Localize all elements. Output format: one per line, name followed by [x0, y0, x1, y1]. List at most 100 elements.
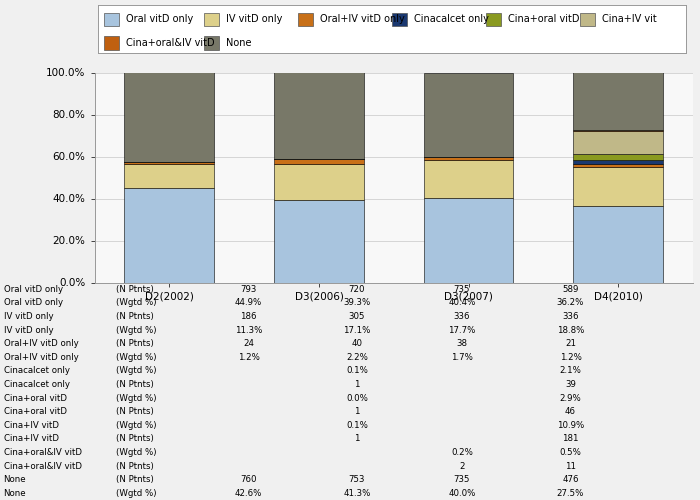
Text: 305: 305 — [349, 312, 365, 321]
Text: Oral+IV vitD only: Oral+IV vitD only — [320, 14, 405, 24]
Text: (Wgtd %): (Wgtd %) — [116, 448, 156, 457]
Text: 40.0%: 40.0% — [448, 488, 476, 498]
Text: 2.1%: 2.1% — [559, 366, 582, 376]
Text: Cina+IV vit: Cina+IV vit — [602, 14, 657, 24]
Text: 2: 2 — [459, 462, 465, 470]
Text: (Wgtd %): (Wgtd %) — [116, 298, 156, 308]
FancyBboxPatch shape — [580, 12, 595, 26]
Text: 40.4%: 40.4% — [448, 298, 476, 308]
Text: (Wgtd %): (Wgtd %) — [116, 366, 156, 376]
Bar — [424, 160, 513, 198]
Text: 17.7%: 17.7% — [448, 326, 476, 334]
Text: (N Ptnts): (N Ptnts) — [116, 462, 153, 470]
Bar — [573, 154, 663, 160]
Bar — [125, 162, 214, 164]
FancyBboxPatch shape — [298, 12, 313, 26]
Text: 186: 186 — [240, 312, 257, 321]
Text: 589: 589 — [562, 285, 579, 294]
Text: (N Ptnts): (N Ptnts) — [116, 312, 153, 321]
Text: 46: 46 — [565, 407, 576, 416]
Text: Cinacalcet only: Cinacalcet only — [4, 366, 69, 376]
Bar — [125, 164, 214, 188]
Text: Cina+oral&IV vitD: Cina+oral&IV vitD — [4, 462, 81, 470]
Text: 40: 40 — [351, 339, 363, 348]
Text: Cinacalcet only: Cinacalcet only — [414, 14, 489, 24]
Text: Oral vitD only: Oral vitD only — [4, 298, 62, 308]
Text: 24: 24 — [243, 339, 254, 348]
Bar — [424, 157, 513, 160]
Text: 17.1%: 17.1% — [343, 326, 371, 334]
Text: (N Ptnts): (N Ptnts) — [116, 380, 153, 389]
Text: (Wgtd %): (Wgtd %) — [116, 353, 156, 362]
Text: (N Ptnts): (N Ptnts) — [116, 434, 153, 444]
Text: 760: 760 — [240, 475, 257, 484]
Bar — [573, 160, 663, 164]
Bar — [125, 188, 214, 282]
Bar — [125, 72, 214, 162]
Text: Cina+oral&IV vitD: Cina+oral&IV vitD — [4, 448, 81, 457]
Text: 27.5%: 27.5% — [556, 488, 584, 498]
Text: 44.9%: 44.9% — [235, 298, 262, 308]
Text: 0.2%: 0.2% — [451, 448, 473, 457]
Text: None: None — [225, 38, 251, 48]
Text: 1.7%: 1.7% — [451, 353, 473, 362]
Text: IV vitD only: IV vitD only — [225, 14, 282, 24]
Text: 1: 1 — [354, 407, 360, 416]
Text: 2.9%: 2.9% — [559, 394, 582, 402]
Text: 1: 1 — [354, 380, 360, 389]
Text: Cina+IV vitD: Cina+IV vitD — [4, 420, 59, 430]
Text: 18.8%: 18.8% — [556, 326, 584, 334]
Text: Oral vitD only: Oral vitD only — [125, 14, 193, 24]
Text: (N Ptnts): (N Ptnts) — [116, 407, 153, 416]
Text: 0.5%: 0.5% — [559, 448, 582, 457]
Bar — [573, 130, 663, 131]
Text: Cinacalcet only: Cinacalcet only — [4, 380, 69, 389]
Text: 10.9%: 10.9% — [557, 420, 584, 430]
Text: 42.6%: 42.6% — [234, 488, 262, 498]
Text: 39: 39 — [565, 380, 576, 389]
Text: Oral vitD only: Oral vitD only — [4, 285, 62, 294]
Bar — [274, 164, 364, 200]
Text: 735: 735 — [454, 285, 470, 294]
FancyBboxPatch shape — [204, 12, 218, 26]
Text: 1.2%: 1.2% — [237, 353, 260, 362]
FancyBboxPatch shape — [104, 36, 118, 50]
Text: 336: 336 — [562, 312, 579, 321]
Text: None: None — [4, 488, 26, 498]
Text: Oral+IV vitD only: Oral+IV vitD only — [4, 339, 78, 348]
FancyBboxPatch shape — [204, 36, 218, 50]
Text: 720: 720 — [349, 285, 365, 294]
Text: 36.2%: 36.2% — [556, 298, 584, 308]
Text: None: None — [4, 475, 26, 484]
Text: 38: 38 — [456, 339, 468, 348]
Text: (Wgtd %): (Wgtd %) — [116, 488, 156, 498]
Text: (N Ptnts): (N Ptnts) — [116, 339, 153, 348]
Text: Cina+oral vitD: Cina+oral vitD — [508, 14, 580, 24]
Text: 11: 11 — [565, 462, 576, 470]
Bar — [573, 167, 663, 206]
Text: IV vitD only: IV vitD only — [4, 312, 53, 321]
Text: Cina+oral&IV vitD: Cina+oral&IV vitD — [125, 38, 214, 48]
Bar — [424, 72, 513, 156]
Text: 753: 753 — [349, 475, 365, 484]
Text: 0.0%: 0.0% — [346, 394, 368, 402]
Text: Cina+IV vitD: Cina+IV vitD — [4, 434, 59, 444]
Text: 21: 21 — [565, 339, 576, 348]
Text: 336: 336 — [454, 312, 470, 321]
Bar — [573, 164, 663, 167]
Text: Cina+oral vitD: Cina+oral vitD — [4, 407, 66, 416]
FancyBboxPatch shape — [392, 12, 407, 26]
Text: 0.1%: 0.1% — [346, 420, 368, 430]
Text: 735: 735 — [454, 475, 470, 484]
Text: (N Ptnts): (N Ptnts) — [116, 475, 153, 484]
Text: (Wgtd %): (Wgtd %) — [116, 420, 156, 430]
Text: (Wgtd %): (Wgtd %) — [116, 394, 156, 402]
Text: 11.3%: 11.3% — [234, 326, 262, 334]
Text: (Wgtd %): (Wgtd %) — [116, 326, 156, 334]
Text: 41.3%: 41.3% — [343, 488, 371, 498]
FancyBboxPatch shape — [486, 12, 500, 26]
Bar — [274, 72, 364, 159]
Text: 1.2%: 1.2% — [559, 353, 582, 362]
Bar — [424, 198, 513, 282]
Text: Cina+oral vitD: Cina+oral vitD — [4, 394, 66, 402]
